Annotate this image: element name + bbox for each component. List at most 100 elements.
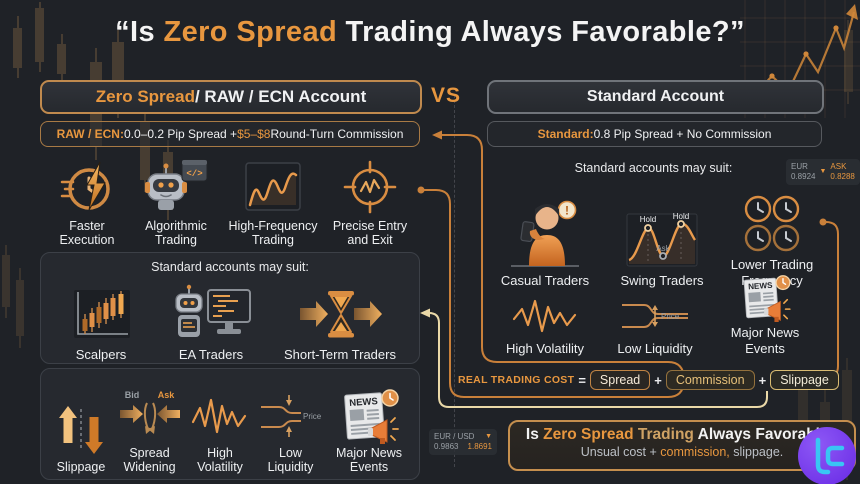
benefit-label: High-Frequency Trading: [228, 218, 318, 248]
brand-logo-icon: [798, 427, 856, 484]
risk-item: Slippage: [49, 403, 113, 475]
liquidity-pinch-icon: Price: [622, 303, 688, 328]
plus-sign: +: [758, 372, 767, 388]
risk-item-label: Low Liquidity: [267, 445, 314, 475]
spec-label: Standard:: [537, 127, 594, 141]
hold-label: Hold: [640, 215, 656, 224]
suit-item-label: EA Traders: [178, 346, 244, 362]
bid-label: Bid: [124, 390, 139, 400]
hold-label: Hold: [673, 212, 689, 221]
risk-item-label: High Volatility: [505, 340, 585, 356]
benefit-item: Faster Execution: [44, 158, 130, 249]
risk-item: Bid Ask Spread Widening: [117, 389, 183, 476]
benefit-item: Precise Entry and Exit: [324, 158, 416, 249]
page-title: “Is Zero Spread Trading Always Favorable…: [0, 16, 860, 49]
benefit-label: Faster Execution: [59, 218, 115, 248]
risk-item-label: Major News Events: [336, 445, 402, 475]
ticker-bid: 0.9863: [434, 442, 459, 451]
risk-item: NEWS Maj: [710, 274, 820, 356]
top-price-ticker: EUR 0.8924 ▼ ASK 0.8288: [786, 159, 860, 185]
ticker-ask: 1.8691: [467, 442, 492, 451]
ask-label: Ask: [157, 390, 175, 400]
title-highlight: Zero Spread: [163, 16, 338, 48]
ticker-pair: EUR / USD: [434, 432, 475, 441]
suit-item: EA Traders: [151, 284, 271, 362]
plus-sign: +: [654, 372, 662, 388]
bid-ask-arrows-icon: Bid Ask: [119, 390, 180, 434]
newspaper-megaphone-icon: NEWS: [344, 388, 399, 444]
spec-text1: 0.0–0.2 Pip Spread +: [123, 127, 238, 141]
hourglass-arrows-icon: [300, 290, 382, 338]
robot-code-icon: </>: [145, 159, 208, 210]
risk-item: Price Low Liquidity: [258, 389, 324, 476]
candlestick-chart-icon: [74, 289, 130, 338]
standard-account-header: Standard Account: [487, 80, 824, 114]
risk-item: Price Low Liquidity: [604, 294, 706, 356]
risk-item-label: Spread Widening: [123, 445, 176, 475]
ticker-bid: 0.8924: [791, 172, 816, 181]
risk-item: NEWS: [327, 388, 411, 476]
alert-glyph: !: [565, 203, 569, 217]
four-clocks-icon: [744, 196, 800, 252]
trader-item: ! Casual Traders: [490, 194, 600, 288]
swing-wave-icon: Hold Hold Ask: [626, 212, 698, 267]
price-label: Price: [303, 412, 322, 421]
raw-ecn-spec: RAW / ECN: 0.0–0.2 Pip Spread + $5–$8 Ro…: [40, 121, 420, 147]
header-rest: / RAW / ECN Account: [194, 87, 367, 106]
suit-item: Short-Term Traders: [275, 286, 405, 362]
ticker-ask-label: ASK: [830, 162, 847, 171]
news-label: NEWS: [748, 281, 774, 292]
slippage-pill: Slippage: [770, 370, 839, 390]
ask-label: Ask: [656, 244, 670, 253]
liquidity-pinch-icon: Price: [260, 394, 322, 437]
risk-item-label: Slippage: [56, 460, 106, 475]
up-down-arrows-icon: [59, 406, 103, 455]
risk-item-label: Major News Events: [730, 325, 800, 356]
spec-text: 0.8 Pip Spread + No Commission: [593, 127, 772, 141]
risk-item: High Volatility: [490, 294, 600, 356]
equals-sign: =: [578, 372, 586, 388]
suit-item-label: Scalpers: [75, 346, 127, 362]
formula-label: REAL TRADING COST: [458, 374, 575, 386]
risk-item-label: High Volatility: [197, 445, 243, 475]
risk-items-row: Slippage Bid Ask Spread Widening: [41, 369, 419, 475]
header-highlight: Zero Spread: [95, 87, 195, 106]
commission-pill: Commission: [665, 370, 755, 390]
right-suit-title: Standard accounts may suit:: [574, 161, 733, 175]
trader-item: Hold Hold Ask Swing Traders: [606, 210, 718, 288]
spread-pill: Spread: [589, 370, 651, 390]
news-label: NEWS: [349, 396, 378, 409]
frequency-chart-icon: [245, 161, 301, 211]
clock-lightning-icon: [60, 161, 110, 210]
price-label: Price: [661, 312, 680, 321]
bottom-price-ticker: EUR / USD ▼ 0.9863 1.8691: [429, 429, 497, 455]
spec-price: $5–$8: [237, 127, 271, 141]
benefit-label: Precise Entry and Exit: [332, 218, 408, 248]
left-suit-panel: Standard accounts may suit:: [40, 252, 420, 364]
robot-monitor-icon: [175, 284, 251, 337]
down-triangle-icon: ▼: [485, 432, 492, 440]
newspaper-megaphone-icon: NEWS: [743, 275, 791, 323]
volatility-zigzag-icon: [191, 398, 247, 433]
left-risk-panel: Slippage Bid Ask Spread Widening: [40, 368, 420, 480]
trader-item: Lower Trading Frequency: [724, 194, 820, 288]
conclusion-question: Is Zero Spread Trading Always Favorable?: [525, 426, 839, 443]
ticker-ask: 0.8288: [830, 172, 855, 181]
panel-title: Standard accounts may suit:: [151, 260, 309, 274]
center-dashed-divider: [454, 95, 455, 467]
code-glyph: </>: [186, 169, 202, 179]
vs-label: VS: [431, 84, 462, 107]
zero-spread-benefits-row: Faster Execution </> Algorithmic: [44, 158, 416, 249]
conclusion-box: Is Zero Spread Trading Always Favorable?…: [508, 420, 856, 471]
risk-item-label: Low Liquidity: [617, 340, 693, 356]
spec-text2: Round-Turn Commission: [270, 127, 404, 141]
target-crosshair-icon: [343, 160, 397, 213]
spec-label: RAW / ECN:: [56, 127, 124, 141]
down-triangle-icon: ▼: [819, 167, 827, 175]
zero-spread-account-header: Zero Spread / RAW / ECN Account: [40, 80, 422, 114]
benefit-item: </> Algorithmic Trading: [130, 158, 222, 249]
volatility-zigzag-icon: [512, 299, 577, 332]
person-phone-icon: !: [511, 200, 579, 267]
ticker-pair: EUR: [791, 162, 808, 171]
benefit-item: High-Frequency Trading: [222, 158, 324, 249]
